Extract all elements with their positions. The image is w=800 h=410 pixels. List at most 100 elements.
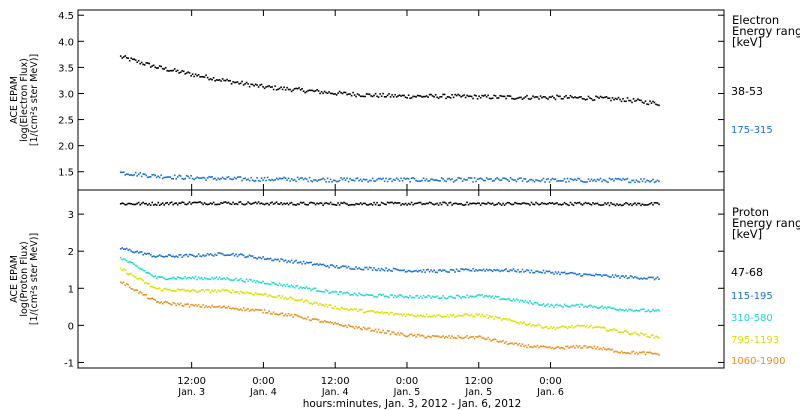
data-point [506,319,509,321]
data-point [533,345,536,347]
data-point [371,269,374,271]
data-point [200,289,203,291]
data-point [203,202,206,204]
data-point [506,95,509,97]
data-point [319,178,321,181]
data-point [260,83,263,86]
data-point [197,303,200,306]
data-point [589,304,591,307]
data-point [523,178,525,180]
data-point [170,69,173,72]
data-point [137,173,140,176]
data-point [145,174,147,177]
data-point [514,98,516,100]
data-point [475,313,477,315]
data-point [304,262,306,265]
data-point [341,265,344,267]
data-point [172,289,174,292]
data-point [512,98,515,100]
data-point [296,203,299,205]
data-point [530,201,533,204]
data-point [524,344,527,347]
data-point [311,318,314,320]
data-point [320,304,323,306]
data-point [488,294,491,297]
data-point [472,335,474,338]
data-point [284,259,287,262]
data-point [136,250,138,253]
data-point [605,96,608,98]
data-point [287,177,290,180]
data-point [398,180,401,182]
data-point [173,290,176,292]
data-point [392,314,395,316]
data-point [442,178,444,180]
data-point [632,310,635,313]
data-point [451,296,453,299]
data-point [607,181,609,184]
data-point [130,272,132,275]
data-point [454,297,456,299]
data-point [122,171,125,173]
data-point [256,293,258,295]
data-point [370,95,372,97]
data-point [316,302,318,304]
data-point [526,181,528,183]
data-point [184,275,186,278]
data-point [613,276,615,279]
data-point [554,347,557,349]
data-point [416,202,419,204]
data-point [488,97,491,100]
data-point [266,202,269,205]
data-point [205,203,207,205]
data-point [329,178,332,181]
data-point [440,96,443,98]
data-point [226,78,228,81]
data-point [397,95,399,97]
data-point [284,177,287,179]
data-point [265,312,267,314]
data-point [427,96,429,98]
data-point [287,312,290,315]
data-point [494,178,497,180]
data-point [179,71,182,74]
data-point [314,301,317,304]
data-point [296,284,299,287]
data-point [635,309,638,311]
data-point [355,202,357,205]
data-point [499,298,501,301]
data-point [196,176,198,179]
data-point [517,299,519,302]
data-point [533,203,536,206]
data-point [316,180,318,182]
data-point [122,202,125,205]
data-point [508,180,510,182]
data-point [619,203,621,206]
data-point [551,304,554,307]
data-point [251,280,254,283]
data-point [169,277,171,280]
data-point [422,315,425,317]
data-point [151,285,153,288]
data-point [458,270,461,273]
data-point [254,179,257,182]
data-point [622,204,624,206]
data-point [499,203,501,205]
y-tick-label: 3 [68,210,74,221]
data-point [124,203,126,206]
data-point [347,93,350,95]
data-point [623,310,626,312]
data-point [514,179,516,181]
data-point [394,179,396,181]
data-point [452,202,455,205]
data-point [395,296,398,298]
data-point [122,56,125,58]
data-point [217,79,219,81]
data-point [226,202,228,204]
data-point [403,177,405,179]
data-point [305,318,308,321]
data-point [404,335,407,337]
data-point [278,203,281,205]
data-point [212,290,215,293]
data-point [388,178,390,180]
